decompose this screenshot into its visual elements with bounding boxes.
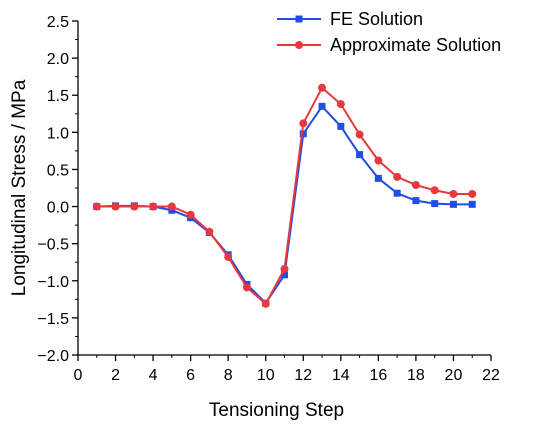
series-2 (92, 83, 477, 308)
legend-item: Approximate Solution (277, 35, 501, 55)
data-point (205, 227, 214, 236)
y-tick-label: 0.0 (47, 200, 69, 217)
data-point (111, 202, 120, 211)
y-axis-title: Longitudinal Stress / MPa (9, 79, 30, 296)
x-tick-label: 2 (111, 367, 120, 384)
data-point (431, 200, 439, 208)
y-tick-label: −0.5 (37, 237, 69, 254)
data-point (412, 197, 420, 205)
data-point (242, 283, 251, 292)
data-point (281, 271, 288, 279)
data-point (337, 122, 345, 130)
data-point (356, 151, 364, 159)
x-axis-title: Tensioning Step (209, 400, 344, 421)
y-tick-label: −2.0 (37, 348, 69, 365)
x-tick-label: 12 (294, 367, 312, 384)
x-tick-label: 6 (186, 367, 195, 384)
data-point (186, 210, 195, 219)
x-tick-label: 20 (445, 367, 463, 384)
legend: FE Solution Approximate Solution (277, 9, 501, 55)
legend-label: Approximate Solution (330, 35, 501, 55)
series-layer (92, 83, 477, 308)
y-tick-label: 1.5 (47, 88, 69, 105)
plot-axes: 0 2 4 6 8 10 12 14 16 18 20 22 −2.0 −1.5 −1.0 −0.5 0.0 0.… (37, 14, 500, 384)
x-tick-label: 10 (257, 367, 275, 384)
data-point (167, 202, 176, 211)
data-point (374, 174, 382, 182)
data-point (393, 172, 402, 181)
data-point (224, 253, 233, 262)
x-tick-label: 8 (224, 367, 233, 384)
data-point (430, 186, 439, 195)
y-tick-label: 0.5 (47, 162, 69, 179)
data-point (280, 264, 289, 273)
x-tick-label: 14 (332, 367, 350, 384)
x-tick-label: 22 (482, 367, 500, 384)
y-tick-label: 2.0 (47, 51, 69, 68)
data-point (468, 200, 476, 208)
x-tick-label: 16 (369, 367, 387, 384)
y-tick-label: −1.0 (37, 274, 69, 291)
x-tick-label: 0 (74, 367, 83, 384)
data-point (92, 202, 101, 211)
data-point (336, 100, 345, 109)
data-point (299, 119, 308, 128)
legend-marker (295, 41, 303, 49)
y-tick-label: 1.0 (47, 125, 69, 142)
data-point (449, 200, 457, 208)
data-point (130, 202, 139, 211)
data-point (468, 189, 477, 198)
legend-label: FE Solution (330, 9, 423, 29)
data-point (355, 130, 364, 139)
data-point (449, 189, 458, 198)
data-point (261, 299, 270, 308)
data-point (149, 202, 158, 211)
data-point (318, 83, 327, 92)
data-point (393, 189, 401, 197)
data-point (318, 102, 326, 110)
data-point (374, 156, 383, 165)
legend-marker (295, 15, 303, 23)
x-tick-label: 4 (149, 367, 158, 384)
legend-item: FE Solution (277, 9, 423, 29)
y-tick-label: −1.5 (37, 311, 69, 328)
x-tick-label: 18 (407, 367, 425, 384)
y-tick-label: 2.5 (47, 14, 69, 31)
data-point (411, 181, 420, 190)
data-point (299, 130, 307, 138)
